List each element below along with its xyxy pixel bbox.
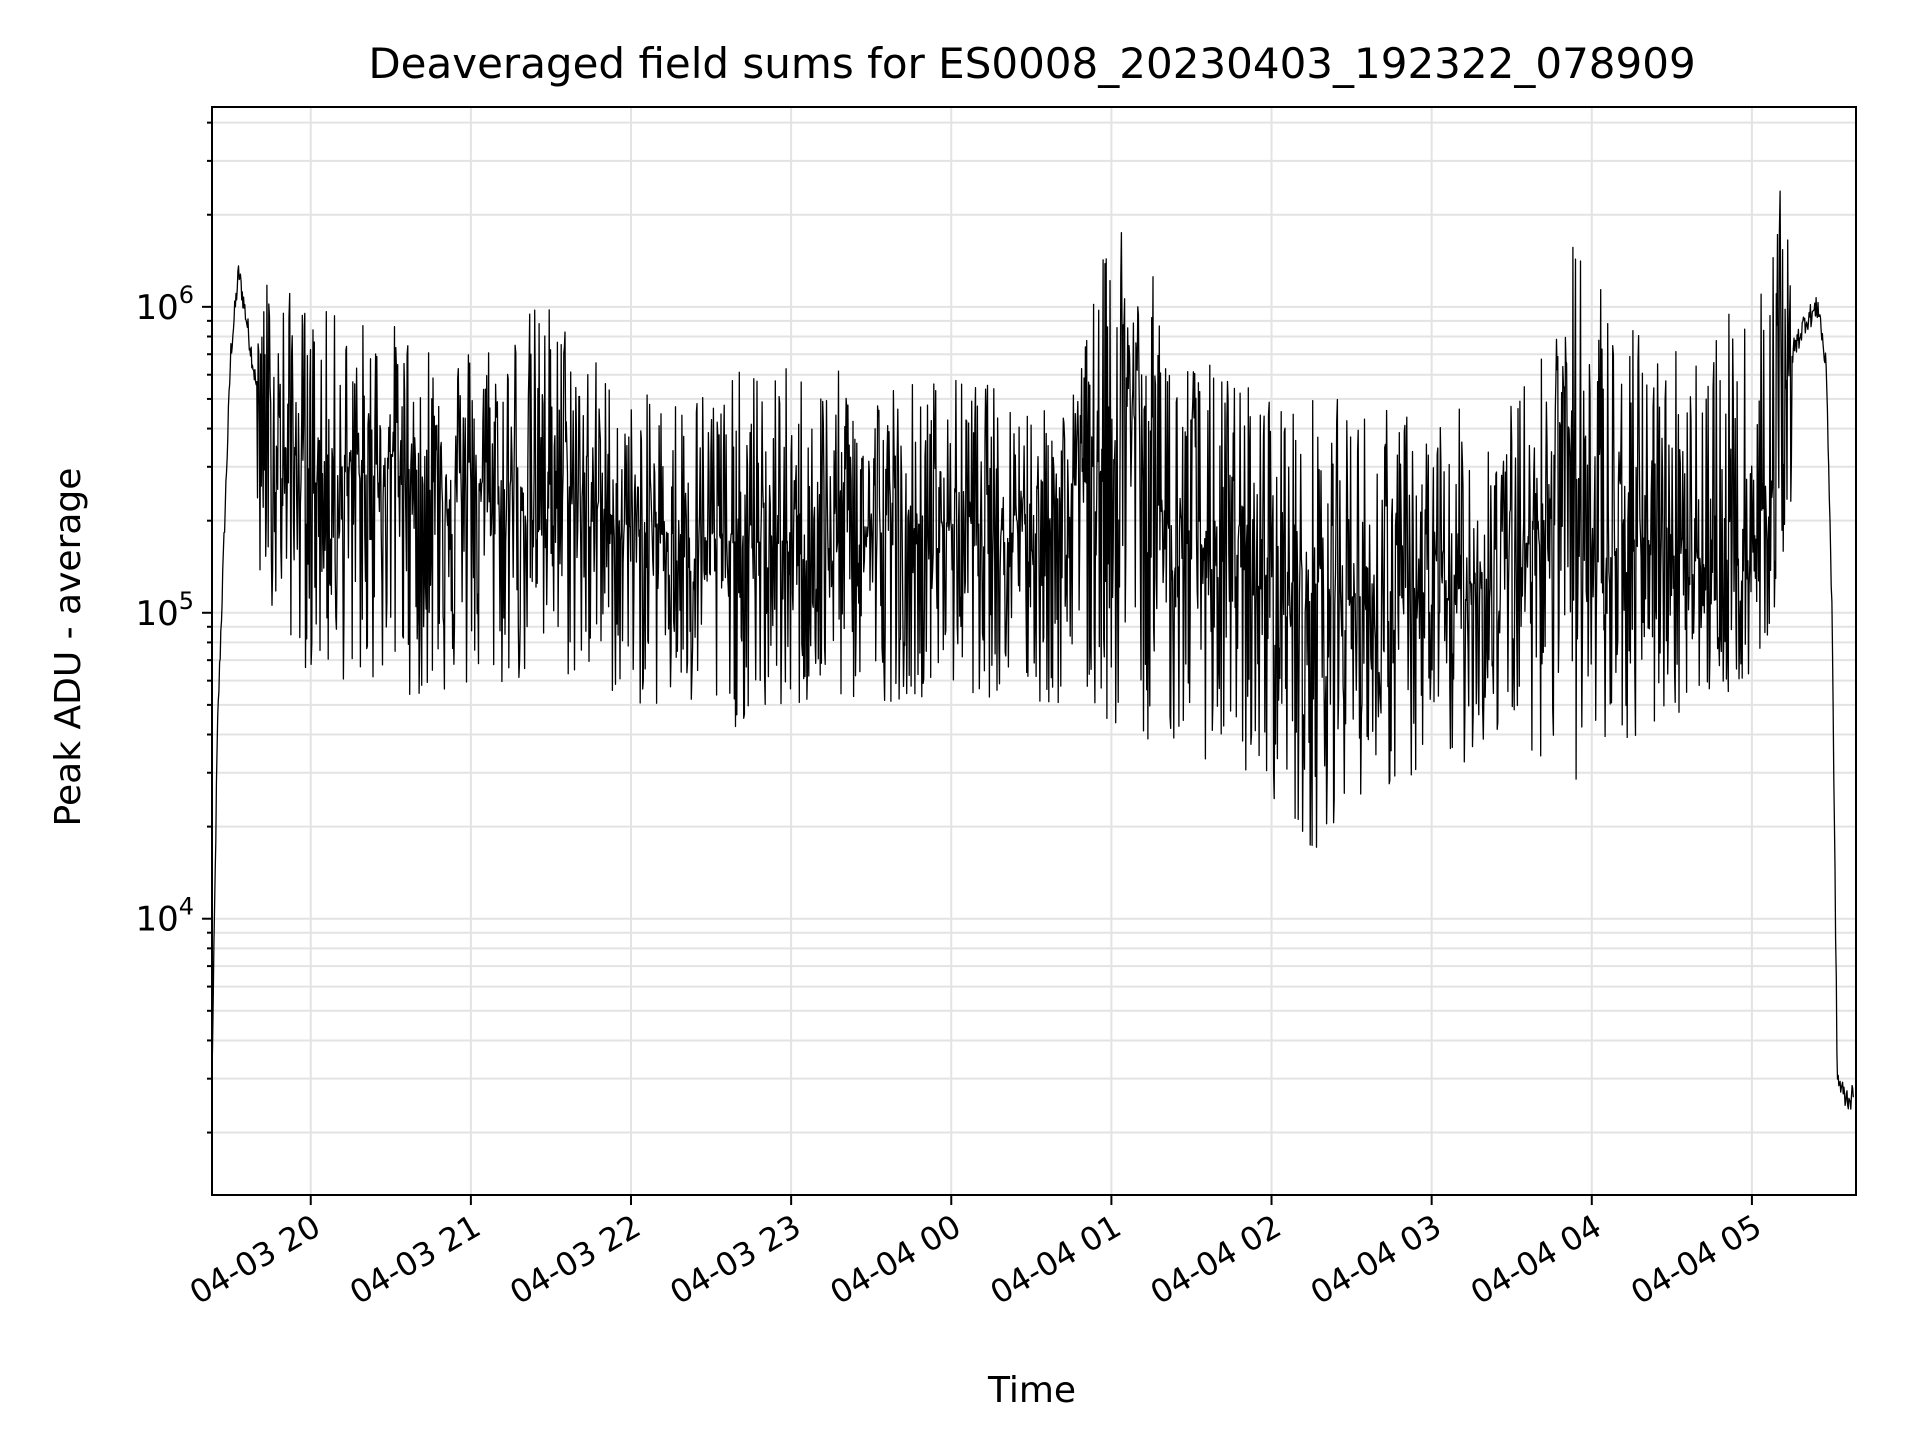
y-tick-base: 10 <box>135 594 178 634</box>
y-tick-label: 104 <box>135 893 194 940</box>
series-group <box>211 190 1854 1110</box>
y-tick-exponent: 6 <box>179 281 194 309</box>
y-tick-base: 10 <box>135 900 178 940</box>
y-axis-label: Peak ADU - average <box>48 468 89 827</box>
y-tick-label: 105 <box>135 587 194 634</box>
y-tick-label: 106 <box>135 281 194 328</box>
plot-frame <box>211 106 1857 1196</box>
chart-title: Deaveraged field sums for ES0008_2023040… <box>368 39 1695 88</box>
y-tick-exponent: 4 <box>179 893 194 921</box>
y-tick-exponent: 5 <box>179 587 194 615</box>
grid <box>212 107 1856 1195</box>
y-tick-base: 10 <box>135 288 178 328</box>
series-line <box>211 190 1854 1110</box>
x-axis-label: Time <box>987 1370 1076 1411</box>
